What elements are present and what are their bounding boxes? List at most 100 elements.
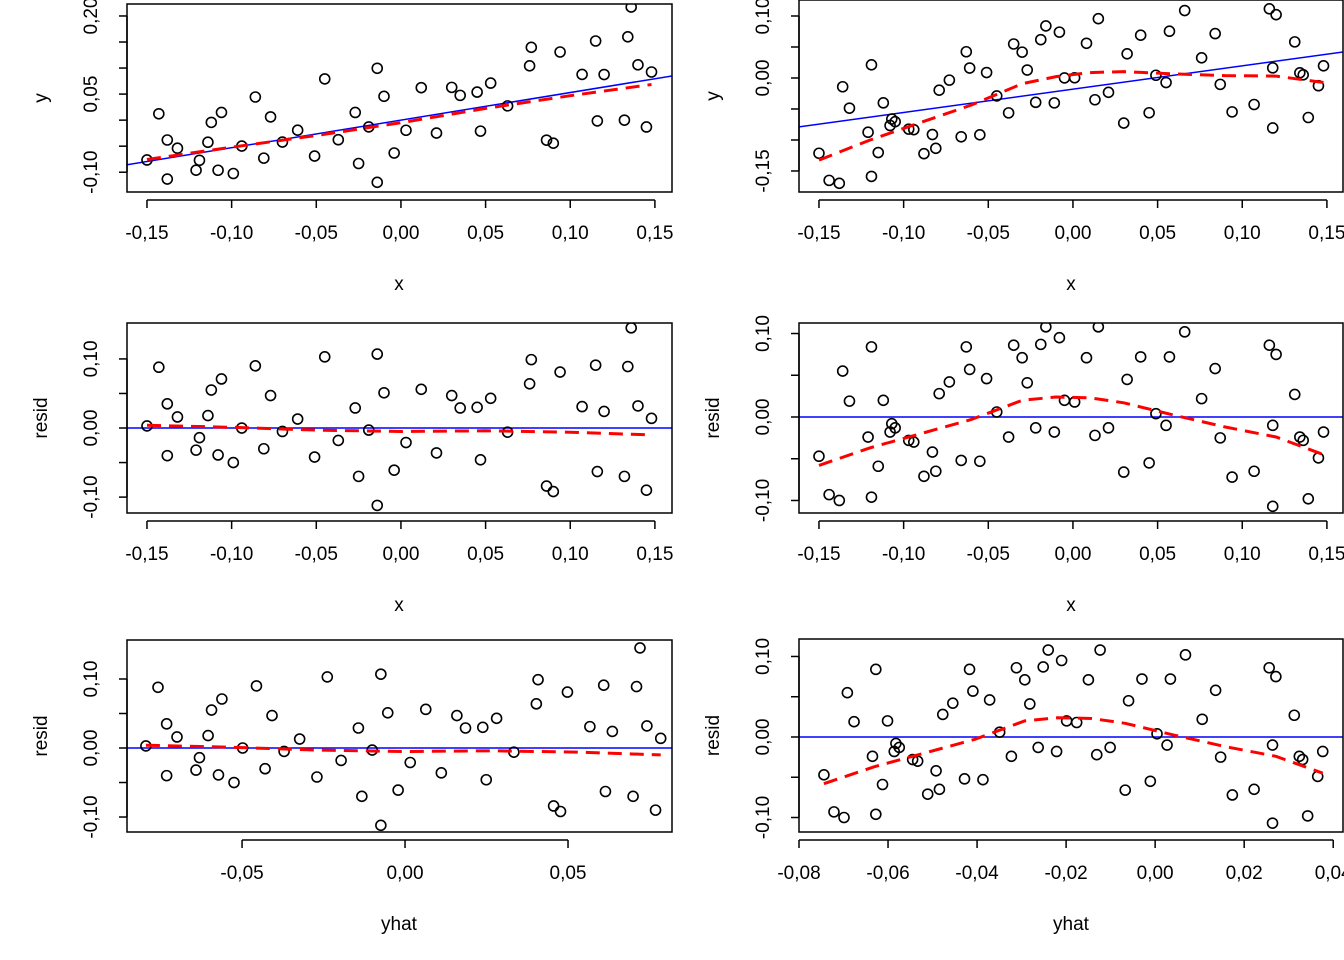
data-point bbox=[1195, 392, 1208, 405]
data-point bbox=[161, 173, 174, 185]
data-point bbox=[1312, 452, 1325, 464]
data-point bbox=[1302, 493, 1315, 505]
y-axis-title: resid bbox=[703, 397, 724, 438]
data-point bbox=[589, 359, 602, 371]
x-tick-label: -0,05 bbox=[295, 223, 338, 244]
data-point bbox=[547, 485, 560, 498]
data-point bbox=[1248, 98, 1260, 111]
data-point bbox=[415, 81, 428, 94]
data-point bbox=[889, 422, 901, 434]
x-axis-title: x bbox=[1066, 274, 1076, 295]
data-point bbox=[606, 725, 619, 738]
data-point bbox=[266, 709, 278, 722]
y-tick-label: 0,05 bbox=[81, 76, 102, 113]
data-point bbox=[1317, 426, 1330, 438]
data-point bbox=[589, 35, 602, 47]
data-point bbox=[622, 30, 634, 43]
data-point bbox=[865, 59, 878, 71]
y-axis-title: resid bbox=[703, 715, 724, 756]
loess-smooth-curve bbox=[146, 83, 652, 161]
data-point bbox=[193, 431, 206, 444]
data-point bbox=[540, 480, 553, 492]
data-point bbox=[1055, 654, 1068, 667]
loess-smooth-curve bbox=[818, 395, 1325, 467]
data-point bbox=[1016, 46, 1028, 58]
data-point bbox=[471, 86, 483, 98]
data-point bbox=[193, 751, 206, 764]
data-point bbox=[332, 133, 345, 146]
data-point bbox=[1288, 388, 1301, 401]
data-point bbox=[634, 642, 646, 654]
data-point bbox=[227, 456, 240, 469]
data-point bbox=[877, 97, 890, 109]
data-point bbox=[848, 715, 860, 728]
data-point bbox=[152, 681, 164, 694]
x-tick-label: -0,10 bbox=[210, 544, 253, 565]
data-point bbox=[618, 470, 631, 483]
data-point bbox=[278, 745, 290, 758]
x-tick-label: -0,15 bbox=[797, 223, 840, 244]
data-point bbox=[1121, 47, 1133, 60]
data-point bbox=[480, 773, 493, 786]
data-point bbox=[378, 386, 390, 399]
data-point bbox=[1248, 465, 1260, 478]
data-point bbox=[1209, 684, 1222, 697]
data-point bbox=[375, 668, 387, 680]
data-point bbox=[419, 703, 432, 716]
data-point bbox=[1119, 784, 1132, 796]
data-point bbox=[841, 686, 854, 699]
data-point bbox=[291, 124, 304, 136]
data-point bbox=[1160, 76, 1172, 89]
data-point bbox=[352, 157, 365, 170]
plot-area bbox=[127, 323, 672, 512]
data-point bbox=[1316, 745, 1329, 758]
data-point bbox=[828, 806, 840, 818]
y-tick-label: -0,10 bbox=[81, 475, 102, 518]
data-point bbox=[1214, 751, 1227, 763]
data-point bbox=[918, 470, 930, 483]
data-point bbox=[352, 722, 365, 734]
data-point bbox=[484, 392, 497, 405]
data-point bbox=[918, 147, 930, 160]
x-tick-label: 0,00 bbox=[1054, 544, 1091, 565]
data-point bbox=[902, 434, 915, 447]
data-point bbox=[335, 754, 347, 767]
data-point bbox=[936, 708, 949, 721]
plot-frame bbox=[126, 639, 673, 833]
y-tick-label: 0,00 bbox=[81, 410, 102, 447]
x-axis-title: x bbox=[394, 595, 404, 616]
data-point bbox=[227, 167, 240, 180]
data-point bbox=[276, 136, 289, 148]
data-point bbox=[640, 484, 653, 497]
data-point bbox=[930, 765, 942, 777]
data-point bbox=[554, 366, 566, 378]
x-tick-label: -0,10 bbox=[882, 223, 925, 244]
data-point bbox=[930, 465, 942, 478]
x-tick-label: 0,10 bbox=[552, 223, 589, 244]
data-point bbox=[1002, 431, 1015, 443]
data-point bbox=[1092, 12, 1105, 25]
data-point bbox=[963, 363, 976, 376]
data-point bbox=[1150, 407, 1162, 420]
data-point bbox=[190, 164, 202, 176]
data-point bbox=[202, 136, 214, 149]
data-point bbox=[625, 323, 637, 334]
data-point bbox=[161, 449, 174, 462]
data-point bbox=[1029, 96, 1042, 109]
data-point bbox=[1053, 26, 1066, 38]
data-point bbox=[947, 697, 959, 709]
x-tick-label: -0,06 bbox=[866, 863, 909, 884]
data-point bbox=[525, 41, 538, 54]
data-point bbox=[153, 361, 165, 374]
x-tick-label: 0,15 bbox=[1308, 223, 1344, 244]
data-point bbox=[1179, 649, 1192, 661]
y-axis: -0,10 0,00 0,10 bbox=[81, 661, 128, 839]
data-point bbox=[1163, 351, 1176, 363]
y-axis-title: resid bbox=[31, 397, 52, 438]
data-point bbox=[484, 77, 497, 89]
data-point bbox=[933, 783, 946, 796]
data-point bbox=[561, 686, 574, 698]
data-point bbox=[955, 454, 968, 467]
y-tick-label: -0,10 bbox=[81, 795, 102, 838]
data-point bbox=[400, 124, 412, 137]
